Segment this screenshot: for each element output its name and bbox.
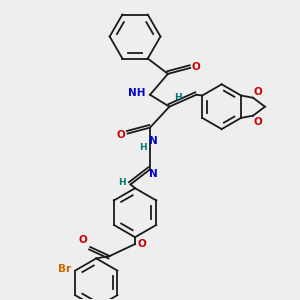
Text: Br: Br	[58, 264, 71, 274]
Text: N: N	[149, 169, 158, 179]
Text: O: O	[192, 62, 201, 72]
Text: O: O	[137, 239, 146, 249]
Text: NH: NH	[128, 88, 146, 98]
Text: N: N	[149, 136, 158, 146]
Text: H: H	[139, 142, 146, 152]
Text: H: H	[118, 178, 126, 187]
Text: O: O	[117, 130, 125, 140]
Text: H: H	[174, 93, 182, 102]
Text: O: O	[254, 86, 262, 97]
Text: O: O	[79, 235, 87, 245]
Text: O: O	[254, 117, 262, 127]
